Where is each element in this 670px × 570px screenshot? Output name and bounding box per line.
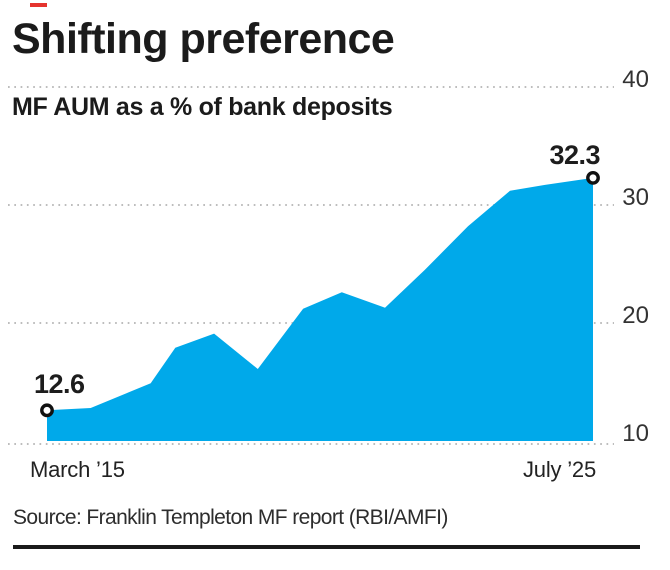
chart-title: Shifting preference bbox=[12, 15, 395, 63]
bottom-rule bbox=[13, 545, 640, 549]
chart-subtitle: MF AUM as a % of bank deposits bbox=[12, 93, 393, 121]
y-tick-label: 10 bbox=[622, 420, 649, 447]
end-value-label: 32.3 bbox=[549, 140, 600, 170]
y-tick-label: 30 bbox=[622, 184, 649, 211]
x-axis-start-label: March ’15 bbox=[30, 457, 125, 482]
area-series bbox=[47, 177, 593, 441]
source-caption: Source: Franklin Templeton MF report (RB… bbox=[13, 506, 448, 529]
y-tick-label: 20 bbox=[622, 302, 649, 329]
start-value-label: 12.6 bbox=[34, 369, 85, 399]
data-point-marker-end bbox=[586, 170, 600, 185]
y-tick-label: 40 bbox=[622, 66, 649, 93]
x-axis-end-label: July ’25 bbox=[523, 457, 596, 482]
data-point-marker-start bbox=[40, 403, 54, 418]
red-accent-dash bbox=[30, 3, 47, 7]
